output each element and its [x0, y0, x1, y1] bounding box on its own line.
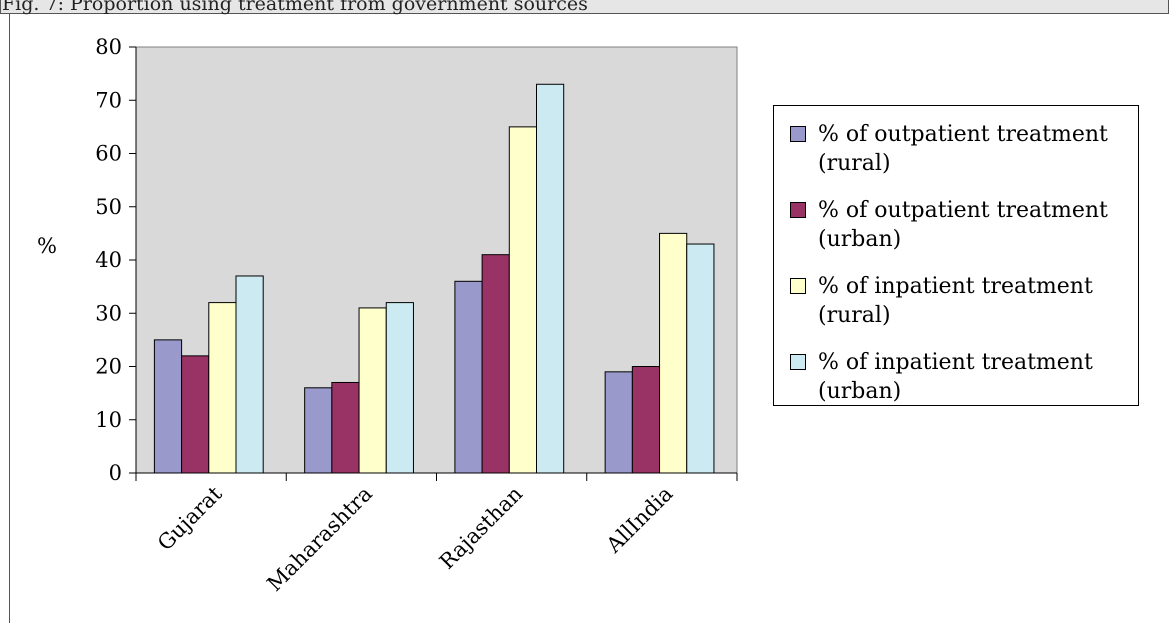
legend-label: % of inpatient treatment (urban) [818, 350, 1093, 404]
legend-item: % of inpatient treatment (urban) [790, 348, 1128, 406]
bar-allindia-series-2 [631, 366, 661, 474]
bar-rajasthan-series-1 [454, 280, 483, 474]
y-tick-label: 0 [109, 461, 122, 485]
y-tick-label: 10 [95, 408, 122, 432]
bars-layer [153, 83, 715, 474]
bar-allindia-series-1 [604, 371, 633, 474]
legend: % of outpatient treatment (rural) % of ou… [773, 105, 1139, 406]
y-tick-label: 30 [95, 301, 122, 325]
bar-maharashtra-series-2 [331, 381, 360, 474]
bar-rajasthan-series-4 [536, 83, 565, 474]
x-tick-label: Maharashtra [262, 482, 377, 597]
y-tick-label: 60 [95, 142, 122, 166]
legend-swatch [790, 354, 806, 370]
figure-caption: Fig. 7: Proportion using treatment from … [2, 0, 588, 15]
bar-allindia-series-3 [659, 232, 688, 474]
bar-gujarat-series-3 [208, 302, 237, 474]
y-tick-label: 50 [95, 195, 122, 219]
legend-label: % of outpatient treatment (urban) [818, 198, 1108, 252]
legend-swatch [790, 278, 806, 294]
legend-item: % of outpatient treatment (urban) [790, 196, 1128, 254]
x-tick-label: AllIndia [601, 482, 677, 558]
y-tick-label: 70 [95, 88, 122, 112]
legend-item: % of inpatient treatment (rural) [790, 272, 1128, 330]
y-tick-label: 40 [95, 248, 122, 272]
y-tick-label: 80 [95, 35, 122, 59]
bar-gujarat-series-2 [181, 355, 210, 474]
legend-label: % of outpatient treatment (rural) [818, 122, 1108, 176]
bar-maharashtra-series-3 [358, 307, 387, 474]
legend-swatch [790, 202, 806, 218]
bar-gujarat-series-4 [235, 275, 264, 474]
y-tick-label: 20 [95, 355, 122, 379]
y-axis-label: % [37, 234, 57, 258]
bar-rajasthan-series-3 [508, 126, 537, 474]
x-tick-label: Rajasthan [435, 482, 527, 574]
legend-swatch [790, 126, 806, 142]
bar-allindia-series-4 [686, 243, 715, 474]
bar-gujarat-series-1 [153, 339, 183, 474]
figure-border [9, 13, 10, 623]
bar-maharashtra-series-4 [385, 302, 414, 474]
bar-rajasthan-series-2 [481, 254, 510, 474]
legend-label: % of inpatient treatment (rural) [818, 274, 1093, 328]
x-tick-label: Gujarat [153, 481, 227, 555]
legend-item: % of outpatient treatment (rural) [790, 120, 1128, 178]
bar-maharashtra-series-1 [304, 387, 333, 474]
